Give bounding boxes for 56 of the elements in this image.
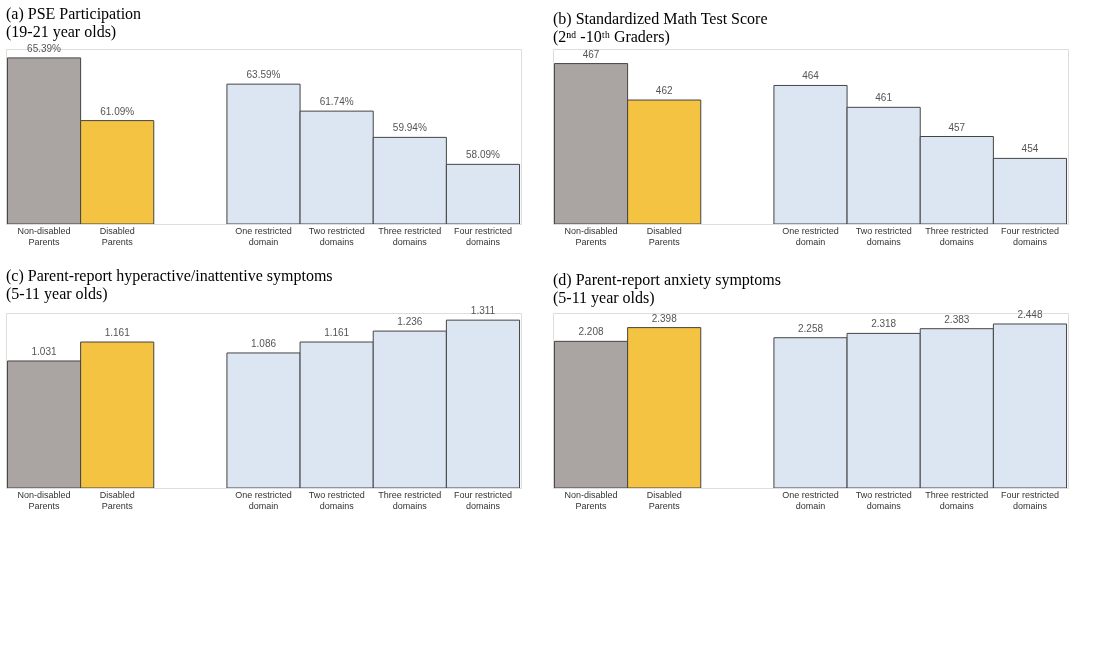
data-label: 2.208 (578, 326, 604, 338)
x-tick-label: Four restricted domains (1000, 225, 1059, 247)
chart-title: (c) Parent-report hyperactive/inattentive symptoms (6, 267, 333, 286)
x-tick-label: Four restricted domains (1000, 489, 1059, 511)
data-label: 2.398 (651, 312, 678, 324)
data-label: 2.318 (871, 318, 897, 330)
x-tick-label: Disabled Parents (99, 489, 135, 511)
x-tick-label: Non-disabled Parents (564, 225, 618, 247)
data-label: 1.031 (31, 345, 57, 357)
chart-title: (d) Parent-report anxiety symptoms (553, 270, 781, 289)
x-tick-label: One restricted domain (235, 225, 292, 247)
chart-subtitle: (2ⁿᵈ -10ᵗʰ Graders) (553, 28, 670, 46)
x-tick-label: Two restricted domains (308, 225, 365, 247)
data-label: 1.086 (250, 337, 277, 349)
data-label: 61.09% (100, 105, 135, 117)
data-label: 2.258 (797, 322, 824, 334)
data-label: 1.161 (324, 327, 350, 339)
x-tick-label: Three restricted domains (925, 489, 989, 511)
x-tick-label: Three restricted domains (378, 225, 442, 247)
data-label: 1.161 (104, 327, 131, 339)
chart-subtitle: (19-21 year olds) (6, 22, 117, 41)
x-tick-label: Two restricted domains (855, 489, 912, 511)
data-label: 461 (875, 92, 893, 104)
data-label: 1.311 (470, 305, 496, 317)
chart-title: (a) PSE Participation (6, 4, 142, 23)
data-label: 63.59% (246, 69, 281, 81)
x-tick-label: Three restricted domains (925, 225, 989, 247)
x-tick-label: Disabled Parents (646, 225, 682, 247)
x-tick-label: Two restricted domains (855, 225, 912, 247)
x-tick-label: Non-disabled Parents (17, 225, 71, 247)
x-tick-label: Three restricted domains (378, 489, 442, 511)
x-tick-label: Disabled Parents (99, 225, 135, 247)
data-label: 457 (948, 121, 966, 133)
x-tick-label: One restricted domain (782, 489, 839, 511)
x-tick-label: Disabled Parents (646, 489, 682, 511)
x-tick-label: One restricted domain (782, 225, 839, 247)
x-tick-label: Four restricted domains (453, 225, 512, 247)
x-tick-label: Two restricted domains (308, 489, 365, 511)
x-tick-label: Four restricted domains (453, 489, 512, 511)
data-label: 61.74% (319, 96, 354, 108)
data-label: 58.09% (466, 149, 501, 161)
data-label: 467 (582, 48, 600, 60)
data-label: 65.39% (27, 42, 62, 54)
data-label: 462 (655, 85, 673, 97)
data-label: 59.94% (392, 122, 427, 134)
chart-subtitle: (5-11 year olds) (553, 288, 655, 307)
data-label: 464 (802, 70, 820, 82)
data-label: 2.448 (1017, 308, 1043, 320)
x-tick-label: One restricted domain (235, 489, 292, 511)
data-label: 2.383 (944, 313, 970, 325)
x-tick-label: Non-disabled Parents (17, 489, 71, 511)
chart-subtitle: (5-11 year olds) (6, 285, 108, 304)
data-label: 1.236 (397, 316, 423, 328)
chart-title: (b) Standardized Math Test Score (553, 10, 768, 28)
x-tick-label: Non-disabled Parents (564, 489, 618, 511)
data-label: 454 (1021, 143, 1039, 155)
